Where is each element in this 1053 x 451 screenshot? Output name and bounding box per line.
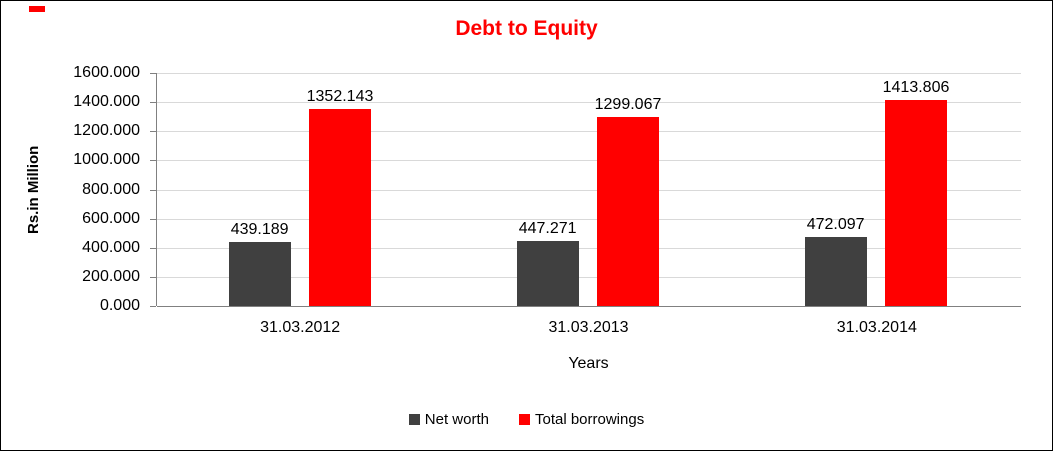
x-axis-line (157, 306, 1021, 307)
y-tick-label: 0.000 (99, 297, 140, 314)
legend-label: Net worth (424, 411, 489, 428)
y-tick-label: 200.000 (82, 268, 140, 285)
bar-total-borrowings (308, 109, 371, 306)
legend-item: Total borrowings (518, 411, 645, 428)
y-tick (150, 306, 156, 307)
legend-swatch (518, 414, 530, 425)
bar-wrap: 1299.067 (594, 73, 662, 306)
legend-swatch (408, 414, 420, 425)
y-tick-label: 600.000 (82, 210, 140, 227)
data-label: 1299.067 (594, 95, 662, 113)
gridline (157, 73, 1021, 74)
y-tick (150, 73, 156, 74)
gridline (157, 160, 1021, 161)
data-label: 1352.143 (306, 88, 374, 106)
bar-total-borrowings (884, 100, 947, 306)
y-tick-label: 400.000 (82, 239, 140, 256)
bar-wrap: 1413.806 (882, 73, 950, 306)
x-tick-label: 31.03.2013 (548, 319, 629, 336)
y-tick (150, 160, 156, 161)
bar-group: 439.189 1352.143 (157, 73, 445, 306)
bar-net-worth (804, 237, 867, 306)
y-tick-label: 800.000 (82, 181, 140, 198)
data-label: 472.097 (806, 216, 865, 234)
gridline (157, 131, 1021, 132)
y-tick-label: 1000.000 (73, 151, 140, 168)
bar-wrap: 1352.143 (306, 73, 374, 306)
legend: Net worth Total borrowings (1, 411, 1052, 428)
y-tick (150, 219, 156, 220)
legend-item: Net worth (408, 411, 489, 428)
chart-title: Debt to Equity (455, 17, 598, 40)
y-tick-label: 1200.000 (73, 122, 140, 139)
y-tick-label: 1400.000 (73, 93, 140, 110)
y-tick-label: 1600.000 (73, 64, 140, 81)
bar-group: 447.271 1299.067 (445, 73, 733, 306)
bar-group: 472.097 1413.806 (733, 73, 1021, 306)
gridline (157, 102, 1021, 103)
y-axis-labels: 1600.000 1400.000 1200.000 1000.000 800.000 6… (1, 64, 148, 314)
x-axis-labels: 31.03.2012 31.03.2013 31.03.2014 (156, 319, 1021, 337)
bar-wrap: 447.271 (516, 73, 579, 306)
y-tick (150, 102, 156, 103)
bar-net-worth (516, 240, 579, 306)
gridline (157, 190, 1021, 191)
gridline (157, 219, 1021, 220)
bar-groups: 439.189 1352.143 447.271 1299.067 472.097 141… (157, 73, 1021, 306)
data-label: 1413.806 (882, 79, 950, 97)
plot-area: 439.189 1352.143 447.271 1299.067 472.097 141… (150, 73, 1021, 307)
gridline (157, 277, 1021, 278)
x-tick-label: 31.03.2012 (260, 319, 341, 336)
data-label: 439.189 (230, 221, 289, 239)
gridline (157, 248, 1021, 249)
corner-mark (29, 6, 45, 12)
bar-wrap: 439.189 (228, 73, 291, 306)
legend-label: Total borrowings (534, 411, 645, 428)
x-tick-label: 31.03.2014 (836, 319, 917, 336)
data-label: 447.271 (518, 219, 577, 237)
bar-net-worth (228, 242, 291, 306)
bar-total-borrowings (596, 116, 659, 306)
y-tick (150, 131, 156, 132)
y-tick (150, 248, 156, 249)
y-tick (150, 190, 156, 191)
bar-wrap: 472.097 (804, 73, 867, 306)
y-tick (150, 277, 156, 278)
x-axis-title: Years (568, 355, 609, 372)
